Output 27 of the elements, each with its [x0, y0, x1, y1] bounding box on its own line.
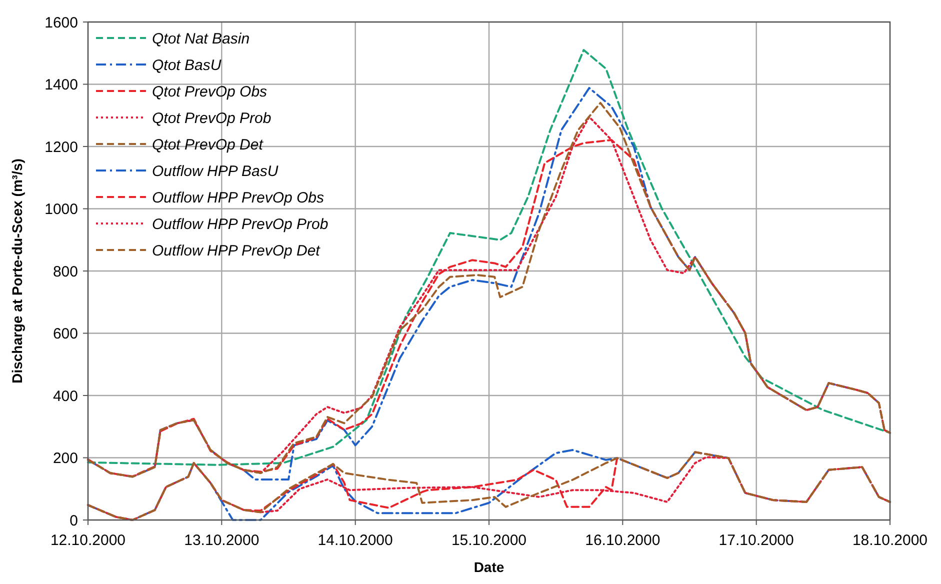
x-tick-label: 17.10.2000: [718, 532, 794, 549]
legend-label: Outflow HPP BasU: [152, 162, 278, 180]
x-tick-label: 14.10.2000: [318, 532, 393, 549]
y-tick-label: 400: [52, 388, 78, 405]
x-tick-label: 18.10.2000: [852, 532, 928, 549]
legend-label: Qtot BasU: [152, 56, 222, 74]
y-tick-label: 1400: [44, 76, 78, 94]
legend-label: Qtot PrevOp Obs: [152, 83, 268, 100]
legend-label: Qtot PrevOp Det: [152, 136, 264, 154]
y-tick-label: 600: [52, 326, 78, 342]
x-tick-label: 12.10.2000: [50, 532, 126, 549]
x-tick-label: 15.10.2000: [451, 532, 527, 549]
x-axis-title: Date: [474, 559, 504, 575]
y-tick-label: 0: [70, 512, 78, 530]
x-tick-label: 16.10.2000: [585, 532, 660, 549]
y-tick-label: 1200: [44, 138, 78, 156]
legend-label: Outflow HPP PrevOp Obs: [152, 189, 324, 206]
y-tick-label: 1600: [44, 14, 78, 32]
legend-label: Qtot PrevOp Prob: [152, 110, 272, 127]
legend-label: Qtot Nat Basin: [152, 30, 250, 48]
y-axis-title: Discharge at Porte-du-Scex (m³/s): [9, 158, 25, 384]
x-tick-label: 13.10.2000: [184, 532, 260, 549]
legend-label: Outflow HPP PrevOp Det: [152, 242, 321, 260]
y-tick-label: 800: [52, 263, 78, 280]
y-tick-label: 1000: [44, 201, 78, 218]
legend-label: Outflow HPP PrevOp Prob: [152, 216, 328, 233]
y-tick-label: 200: [52, 450, 78, 467]
